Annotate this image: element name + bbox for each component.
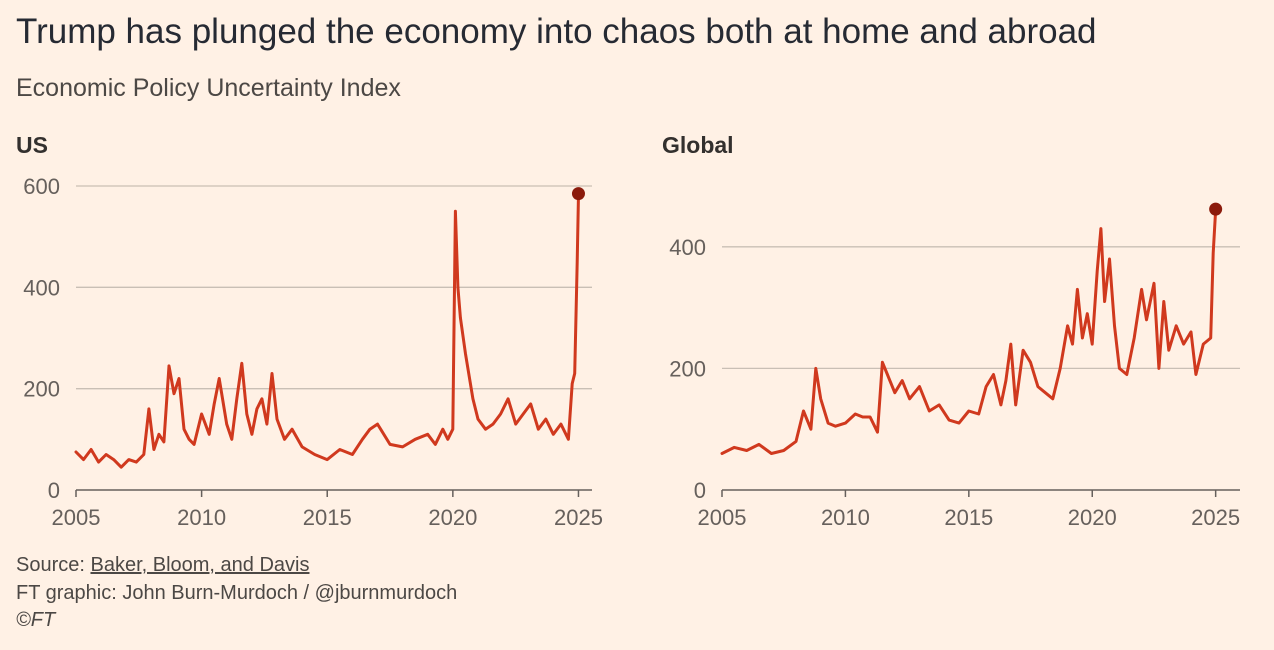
- x-tick-label-us-2020: 2020: [428, 505, 477, 530]
- x-tick-label-us-2015: 2015: [303, 505, 352, 530]
- source-prefix: Source:: [16, 554, 91, 576]
- y-tick-label-global-0: 0: [694, 478, 706, 503]
- series-line-us: [74, 192, 580, 469]
- y-tick-label-us-400: 400: [23, 275, 60, 300]
- x-tick-label-us-2010: 2010: [177, 505, 226, 530]
- panel-label-us: US: [16, 132, 48, 158]
- x-tick-label-us-2005: 2005: [52, 505, 101, 530]
- credit-line: FT graphic: John Burn-Murdoch / @jburnmu…: [16, 581, 458, 604]
- y-tick-label-us-600: 600: [23, 174, 60, 199]
- x-tick-label-global-2015: 2015: [944, 505, 993, 530]
- source-line: Source: Baker, Bloom, and Davis: [16, 552, 457, 580]
- copyright: ©FT: [16, 609, 56, 631]
- y-tick-label-global-400: 400: [669, 235, 706, 260]
- x-tick-label-global-2005: 2005: [698, 505, 747, 530]
- chart-panel-global: 0 200 400 2005 2010 2015 2020 2025: [669, 202, 1240, 530]
- series-line-global: [720, 207, 1218, 455]
- x-tick-label-us-2025: 2025: [554, 505, 603, 530]
- x-tick-label-global-2010: 2010: [821, 505, 870, 530]
- chart-subtitle: Economic Policy Uncertainty Index: [16, 74, 401, 102]
- y-tick-label-us-0: 0: [48, 478, 60, 503]
- x-tick-label-global-2025: 2025: [1191, 505, 1240, 530]
- panel-label-global: Global: [662, 132, 734, 158]
- y-tick-label-us-200: 200: [23, 377, 60, 402]
- source-link[interactable]: Baker, Bloom, and Davis: [90, 554, 310, 576]
- endpoint-marker-us: [571, 187, 585, 201]
- endpoint-marker-global: [1209, 202, 1223, 216]
- x-tick-label-global-2020: 2020: [1068, 505, 1117, 530]
- y-tick-label-global-200: 200: [669, 356, 706, 381]
- chart-panel-us: 0 200 400 600 2005 2010 2015 2020 2025: [23, 174, 603, 530]
- chart-title: Trump has plunged the economy into chaos…: [16, 12, 1097, 51]
- footer: Source: Baker, Bloom, and Davis FT graph…: [16, 552, 457, 635]
